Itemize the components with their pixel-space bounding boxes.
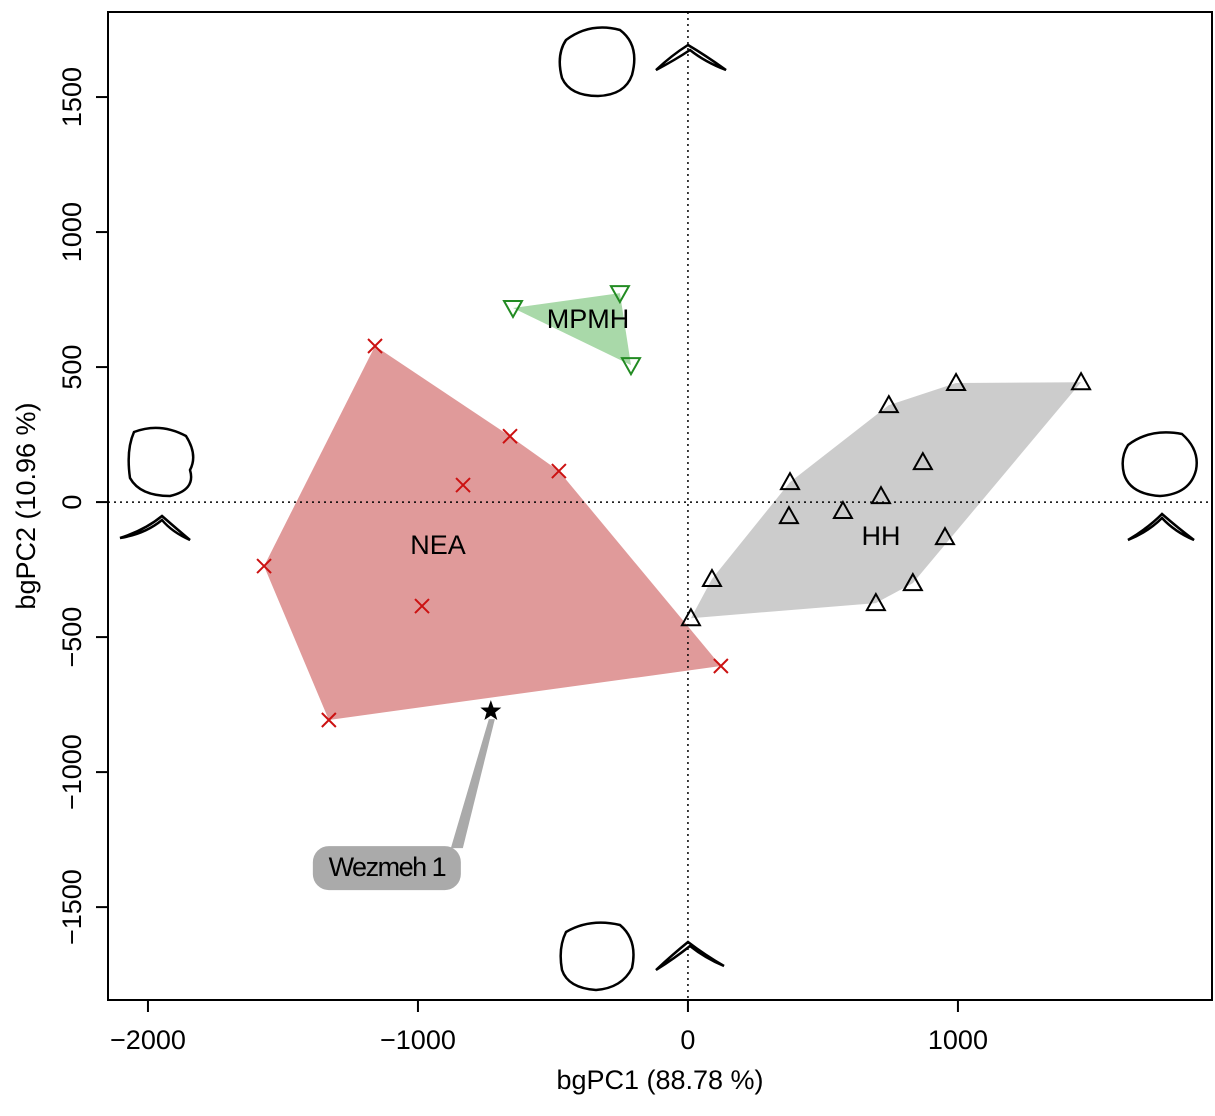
marker-x (367, 338, 383, 354)
marker-triangle (778, 505, 800, 525)
marker-triangle (912, 451, 934, 471)
marker-x (455, 477, 471, 493)
x-tick-label: −1000 (380, 1025, 456, 1055)
marker-x (551, 463, 567, 479)
marker-triangle (701, 568, 723, 588)
hull (512, 293, 631, 366)
marker-x (414, 598, 430, 614)
y-axis-label: bgPC2 (10.96 %) (11, 402, 41, 609)
hull (690, 382, 1082, 619)
group-label: NEA (410, 530, 466, 560)
callout-leader (450, 719, 495, 849)
y-tick-label: 500 (57, 345, 87, 390)
marker-triangle-down (609, 285, 631, 305)
hulls (264, 293, 1082, 720)
marker-triangle (878, 394, 900, 414)
marker-triangle (832, 499, 854, 519)
y-tick-label: 1000 (57, 202, 87, 262)
marker-triangle-down (502, 299, 524, 319)
marker-triangle (934, 526, 956, 546)
marker-x (256, 558, 272, 574)
marker-x (713, 658, 729, 674)
x-tick-label: 1000 (928, 1025, 988, 1055)
marker-triangle (680, 607, 702, 627)
group-label: MPMH (547, 304, 630, 334)
y-tick-label: −1500 (57, 869, 87, 945)
marker-x (321, 712, 337, 728)
y-tick-label: −500 (57, 607, 87, 668)
marker-triangle (1070, 371, 1092, 391)
marker-triangle (902, 572, 924, 592)
x-axis-label: bgPC1 (88.78 %) (556, 1065, 763, 1095)
x-tick-label: 0 (680, 1025, 695, 1055)
shape-outlines (119, 26, 1198, 992)
marker-triangle-down (620, 357, 642, 377)
marker-triangle (870, 485, 892, 505)
markers (256, 285, 1092, 728)
hull (264, 346, 721, 720)
callout-box (312, 846, 461, 891)
y-tick-label: −1000 (57, 734, 87, 810)
y-tick-label: 0 (57, 495, 87, 510)
marker-x (502, 428, 518, 444)
marker-triangle (779, 471, 801, 491)
group-label: HH (862, 521, 901, 551)
callout: Wezmeh 1 (312, 719, 495, 891)
plot-frame (107, 11, 1213, 1001)
y-tick-label: 1500 (57, 67, 87, 127)
marker-triangle (945, 371, 967, 392)
marker-triangle (865, 592, 887, 612)
callout-label: Wezmeh 1 (329, 852, 446, 882)
marker-star (480, 700, 502, 720)
x-tick-label: −2000 (110, 1025, 186, 1055)
